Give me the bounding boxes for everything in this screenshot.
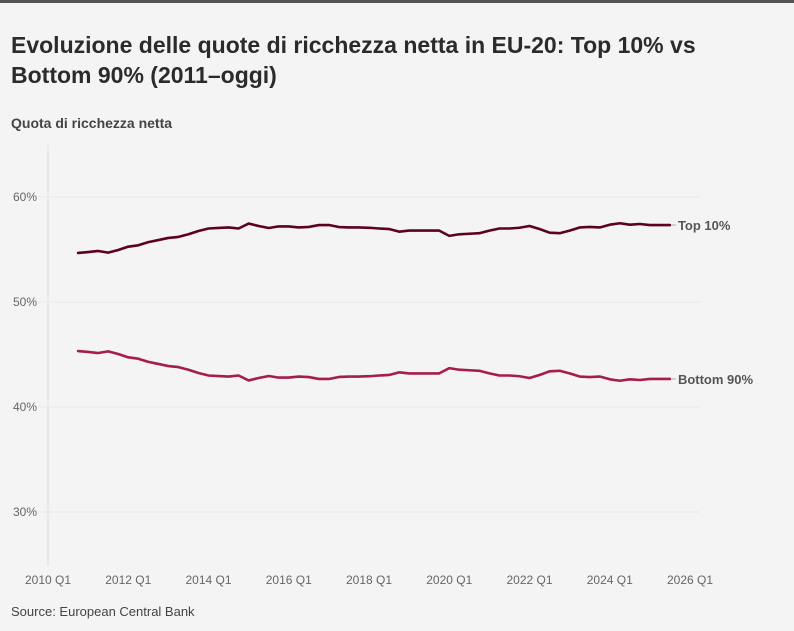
y-tick-label: 30% [13,505,37,519]
chart-title: Evoluzione delle quote di ricchezza nett… [11,32,696,88]
x-tick-label: 2020 Q1 [426,573,472,587]
y-tick-label: 50% [13,295,37,309]
series-label: Bottom 90% [678,372,754,387]
x-tick-label: 2016 Q1 [266,573,312,587]
series-line-bottom-90 [76,349,672,383]
y-axis-label: Quota di ricchezza netta [11,115,173,131]
x-tick-label: 2010 Q1 [25,573,71,587]
x-tick-label: 2024 Q1 [587,573,633,587]
x-tick-label: 2026 Q1 [667,573,713,587]
y-tick-label: 60% [13,190,37,204]
series-label: Top 10% [678,218,731,233]
x-tick-label: 2014 Q1 [185,573,231,587]
x-tick-label: 2018 Q1 [346,573,392,587]
x-tick-label: 2022 Q1 [506,573,552,587]
source-note: Source: European Central Bank [11,604,195,619]
series-line-top-10 [76,221,672,255]
y-tick-label: 40% [13,400,37,414]
x-tick-label: 2012 Q1 [105,573,151,587]
top-border [0,0,794,3]
